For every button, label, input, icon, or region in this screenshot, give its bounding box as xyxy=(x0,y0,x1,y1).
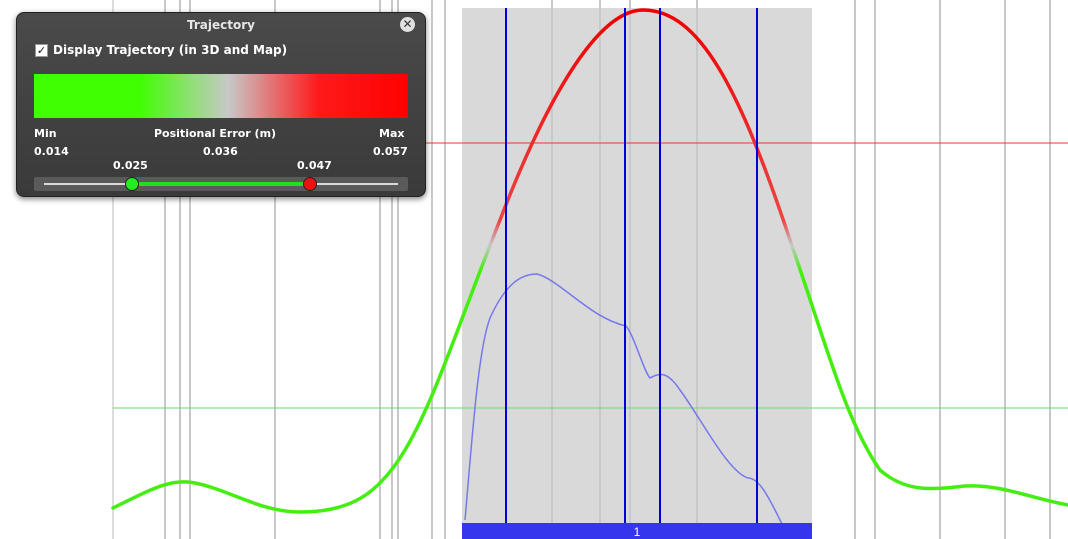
segment-label: 1 xyxy=(634,525,641,539)
selection-region[interactable] xyxy=(462,8,812,539)
min-value: 0.014 xyxy=(34,145,69,158)
secondary-error-curve xyxy=(464,273,783,525)
max-label: Max xyxy=(379,127,405,140)
high-threshold-value: 0.047 xyxy=(297,159,332,172)
blue-marker-lines[interactable] xyxy=(505,8,758,523)
mid-value: 0.036 xyxy=(203,145,238,158)
close-icon[interactable]: ✕ xyxy=(400,17,415,32)
trajectory-panel: Trajectory ✕ ✓ Display Trajectory (in 3D… xyxy=(16,12,426,197)
max-value: 0.057 xyxy=(373,145,408,158)
min-label: Min xyxy=(34,127,57,140)
low-threshold-value: 0.025 xyxy=(113,159,148,172)
threshold-slider[interactable] xyxy=(34,177,408,191)
slider-selected-range xyxy=(131,182,309,186)
checkbox[interactable]: ✓ xyxy=(35,43,48,57)
high-threshold-handle[interactable] xyxy=(303,177,317,191)
segment-bar[interactable] xyxy=(462,523,812,539)
error-color-gradient xyxy=(34,74,408,118)
display-trajectory-toggle[interactable]: ✓ Display Trajectory (in 3D and Map) xyxy=(35,43,287,57)
low-threshold-handle[interactable] xyxy=(125,177,139,191)
panel-title: Trajectory xyxy=(187,18,255,32)
trajectory-error-curve xyxy=(111,8,1068,514)
axis-label: Positional Error (m) xyxy=(154,127,277,140)
checkbox-label: Display Trajectory (in 3D and Map) xyxy=(53,43,288,57)
